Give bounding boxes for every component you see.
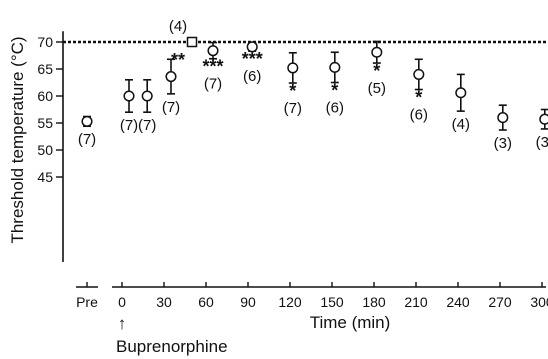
x-axis-title: Time (min) <box>310 313 391 332</box>
y-tick-label: 60 <box>37 88 53 104</box>
data-point: (7) <box>138 79 156 134</box>
significance-label: *** <box>202 57 223 77</box>
data-point: *(6) <box>410 58 428 124</box>
x-tick-label: 30 <box>156 294 172 310</box>
n-label: (6) <box>243 68 261 85</box>
y-tick-label: 50 <box>37 142 53 158</box>
circle-marker <box>165 71 177 83</box>
axes: 45 50 55 60 65 70 Pre 0 30 60 90 120 150 180 210 240 270… <box>37 31 548 310</box>
n-label: (6) <box>410 107 428 124</box>
n-label: (5) <box>368 80 386 97</box>
data-point: (4) <box>452 73 470 133</box>
n-label: (7) <box>120 117 138 134</box>
circle-marker <box>246 41 258 53</box>
circle-marker <box>455 87 467 99</box>
circle-marker <box>413 68 425 80</box>
x-tick-label: 300 <box>530 294 548 310</box>
x-tick-label: 270 <box>488 294 512 310</box>
data-point: (3) <box>494 104 512 152</box>
circle-marker <box>371 46 383 58</box>
x-tick-label: 210 <box>404 294 428 310</box>
x-tick-label: 240 <box>446 294 470 310</box>
n-label: (7) <box>162 99 180 116</box>
y-tick-label: 70 <box>37 34 53 50</box>
n-label: (7) <box>78 131 96 148</box>
data-point: *(5) <box>368 40 386 97</box>
n-label: (7) <box>284 100 302 117</box>
x-tick-label: 120 <box>278 294 302 310</box>
buprenorphine-label: Buprenorphine <box>116 337 228 356</box>
significance-label: ** <box>171 50 185 70</box>
circle-marker <box>329 61 341 73</box>
data-marks: (7)(7) (7)(7)(4)** ***(7)***(6)*(7)*(6)*(5… <box>78 18 548 152</box>
n-label: (4) <box>452 116 470 133</box>
y-axis-title: Threshold temperature (°C) <box>8 36 27 243</box>
circle-marker <box>539 113 548 125</box>
y-tick-label: 65 <box>37 61 53 77</box>
pre-tick-label: Pre <box>76 294 98 310</box>
significance-label: * <box>415 88 422 108</box>
x-tick-label: 90 <box>240 294 256 310</box>
x-tick-label: 60 <box>198 294 214 310</box>
significance-label: *** <box>242 49 263 69</box>
data-point: (4) ** <box>169 18 198 70</box>
data-point: *(7) <box>284 51 302 117</box>
circle-marker <box>81 115 93 127</box>
square-marker <box>186 36 198 48</box>
x-tick-label: 150 <box>320 294 344 310</box>
data-point: ***(7) <box>202 41 224 93</box>
x-tick-label: 180 <box>362 294 386 310</box>
n-label: (7) <box>204 76 222 93</box>
data-point: *(6) <box>326 51 344 117</box>
y-tick-label: 45 <box>37 169 53 185</box>
n-label: (3) <box>536 134 548 151</box>
n-label: (3) <box>494 135 512 152</box>
circle-marker <box>207 45 219 57</box>
significance-label: * <box>331 81 338 101</box>
x-tick-label: 0 <box>118 294 126 310</box>
data-point: (3) <box>536 108 548 151</box>
buprenorphine-arrow: ↑ <box>118 314 127 333</box>
data-point: ***(6) <box>242 41 263 85</box>
circle-marker <box>287 62 299 74</box>
data-point: (7) <box>162 58 180 116</box>
n-label: (7) <box>138 117 156 134</box>
circle-marker <box>497 112 509 124</box>
data-point: (7) <box>120 79 138 134</box>
circle-marker <box>141 90 153 102</box>
n-label: (4) <box>169 18 187 35</box>
data-point: (7) <box>78 115 96 148</box>
significance-label: * <box>373 61 380 81</box>
circle-marker <box>123 90 135 102</box>
n-label: (6) <box>326 100 344 117</box>
y-tick-label: 55 <box>37 115 53 131</box>
significance-label: * <box>289 81 296 101</box>
